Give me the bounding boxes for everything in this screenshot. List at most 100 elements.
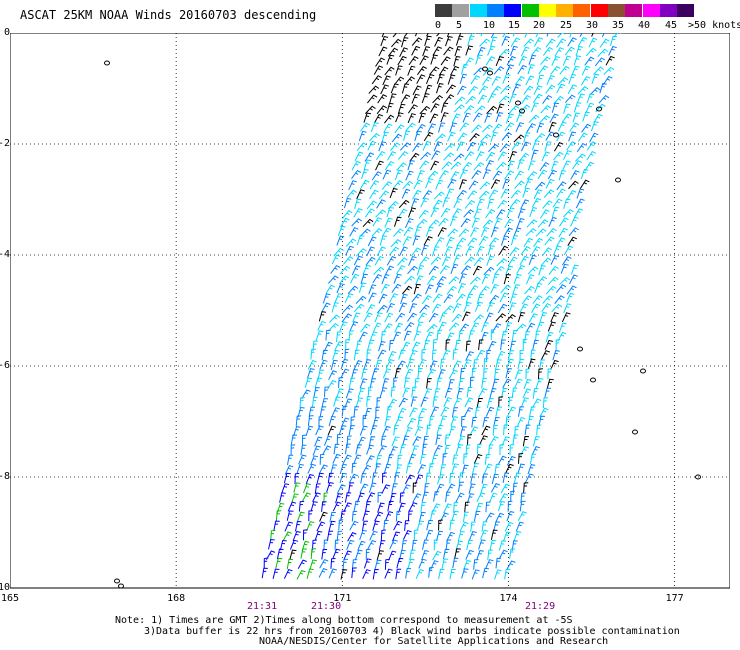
wind-barb (527, 358, 536, 369)
wind-barb (358, 130, 367, 142)
wind-barb (459, 179, 467, 190)
wind-barb (470, 75, 481, 85)
wind-barb (348, 180, 357, 191)
wind-barb (509, 93, 517, 104)
wind-barb (438, 217, 449, 227)
wind-barb (265, 550, 276, 560)
wind-barb (344, 492, 352, 503)
footnote: Note: 1) Times are GMT 2)Times along bot… (115, 615, 680, 648)
wind-barb (481, 76, 492, 86)
wind-barb (422, 539, 429, 550)
wind-barb (517, 463, 525, 474)
wind-barb (416, 170, 425, 181)
wind-barb (545, 131, 555, 141)
wind-barb (343, 502, 352, 513)
wind-barb (412, 142, 422, 152)
wind-barb (524, 178, 533, 189)
wind-barb (460, 265, 471, 275)
wind-barb (346, 539, 355, 550)
wind-barb (465, 340, 472, 352)
wind-barb (351, 160, 361, 171)
wind-barb (485, 406, 495, 417)
wind-barb (420, 244, 429, 255)
wind-barb (538, 415, 546, 427)
wind-barb (484, 454, 491, 465)
wind-barb (436, 530, 444, 542)
wind-map[interactable] (10, 33, 730, 593)
wind-barb (512, 33, 515, 37)
wind-barb (419, 105, 431, 115)
wind-barb (487, 45, 496, 56)
wind-barb (563, 103, 571, 114)
wind-barb (398, 397, 408, 408)
wind-barb (516, 264, 526, 275)
wind-barb (530, 453, 537, 465)
wind-barb (503, 273, 511, 285)
wind-barb (358, 282, 367, 293)
wind-barb (521, 94, 531, 105)
wind-barb (433, 388, 441, 399)
wind-barb (286, 510, 294, 521)
wind-barbs (261, 33, 622, 580)
wind-barb (548, 121, 557, 133)
wind-barb (444, 246, 453, 257)
wind-barb (372, 322, 382, 333)
wind-barb (467, 237, 478, 247)
wind-barb (392, 331, 402, 342)
wind-barb (569, 274, 578, 285)
lat-label: -2 (0, 138, 10, 149)
wind-barb (591, 33, 594, 37)
wind-barb (418, 112, 426, 123)
wind-barb (404, 76, 415, 86)
wind-barb (475, 502, 483, 513)
wind-barb (324, 386, 330, 398)
scale-label: 35 (612, 20, 625, 31)
wind-barb (576, 188, 585, 199)
wind-barb (404, 321, 415, 332)
wind-barb (473, 559, 479, 570)
wind-barb (566, 189, 577, 200)
scale-swatch (608, 4, 625, 17)
wind-barb (446, 285, 457, 295)
wind-barb (455, 293, 466, 303)
wind-barb (458, 33, 462, 38)
wind-barb (349, 227, 359, 237)
wind-barb (542, 94, 553, 104)
wind-barb (501, 132, 512, 141)
wind-barb (414, 426, 424, 436)
wind-barb (454, 96, 466, 105)
wind-barb (544, 339, 554, 350)
wind-barb (439, 415, 448, 426)
wind-barb (442, 349, 451, 360)
wind-barb (428, 415, 435, 427)
wind-barb (505, 416, 511, 427)
wind-barb (502, 33, 510, 38)
wind-barb (389, 93, 397, 104)
wind-barb (480, 227, 490, 237)
wind-barb (452, 557, 459, 569)
wind-barb (480, 331, 489, 342)
wind-barb (374, 559, 382, 571)
wind-barb (443, 397, 452, 408)
wind-barb (552, 350, 560, 361)
wind-barb (436, 377, 443, 389)
wind-barb (436, 275, 447, 286)
wind-barb (407, 160, 415, 171)
wind-barb (488, 189, 498, 199)
wind-barb (456, 85, 467, 96)
wind-barb (558, 322, 567, 333)
wind-barb (307, 415, 314, 426)
wind-barb (360, 473, 367, 484)
wind-barb (573, 102, 582, 113)
wind-barb (485, 159, 494, 170)
wind-barb (512, 482, 518, 494)
wind-barb (406, 417, 417, 428)
wind-barb (360, 273, 368, 284)
wind-barb (383, 519, 389, 531)
wind-barb (481, 273, 491, 284)
wind-barb (315, 330, 324, 341)
wind-barb (393, 76, 405, 86)
island-outline (695, 474, 701, 480)
wind-barb (382, 75, 391, 86)
wind-barb (455, 540, 463, 551)
